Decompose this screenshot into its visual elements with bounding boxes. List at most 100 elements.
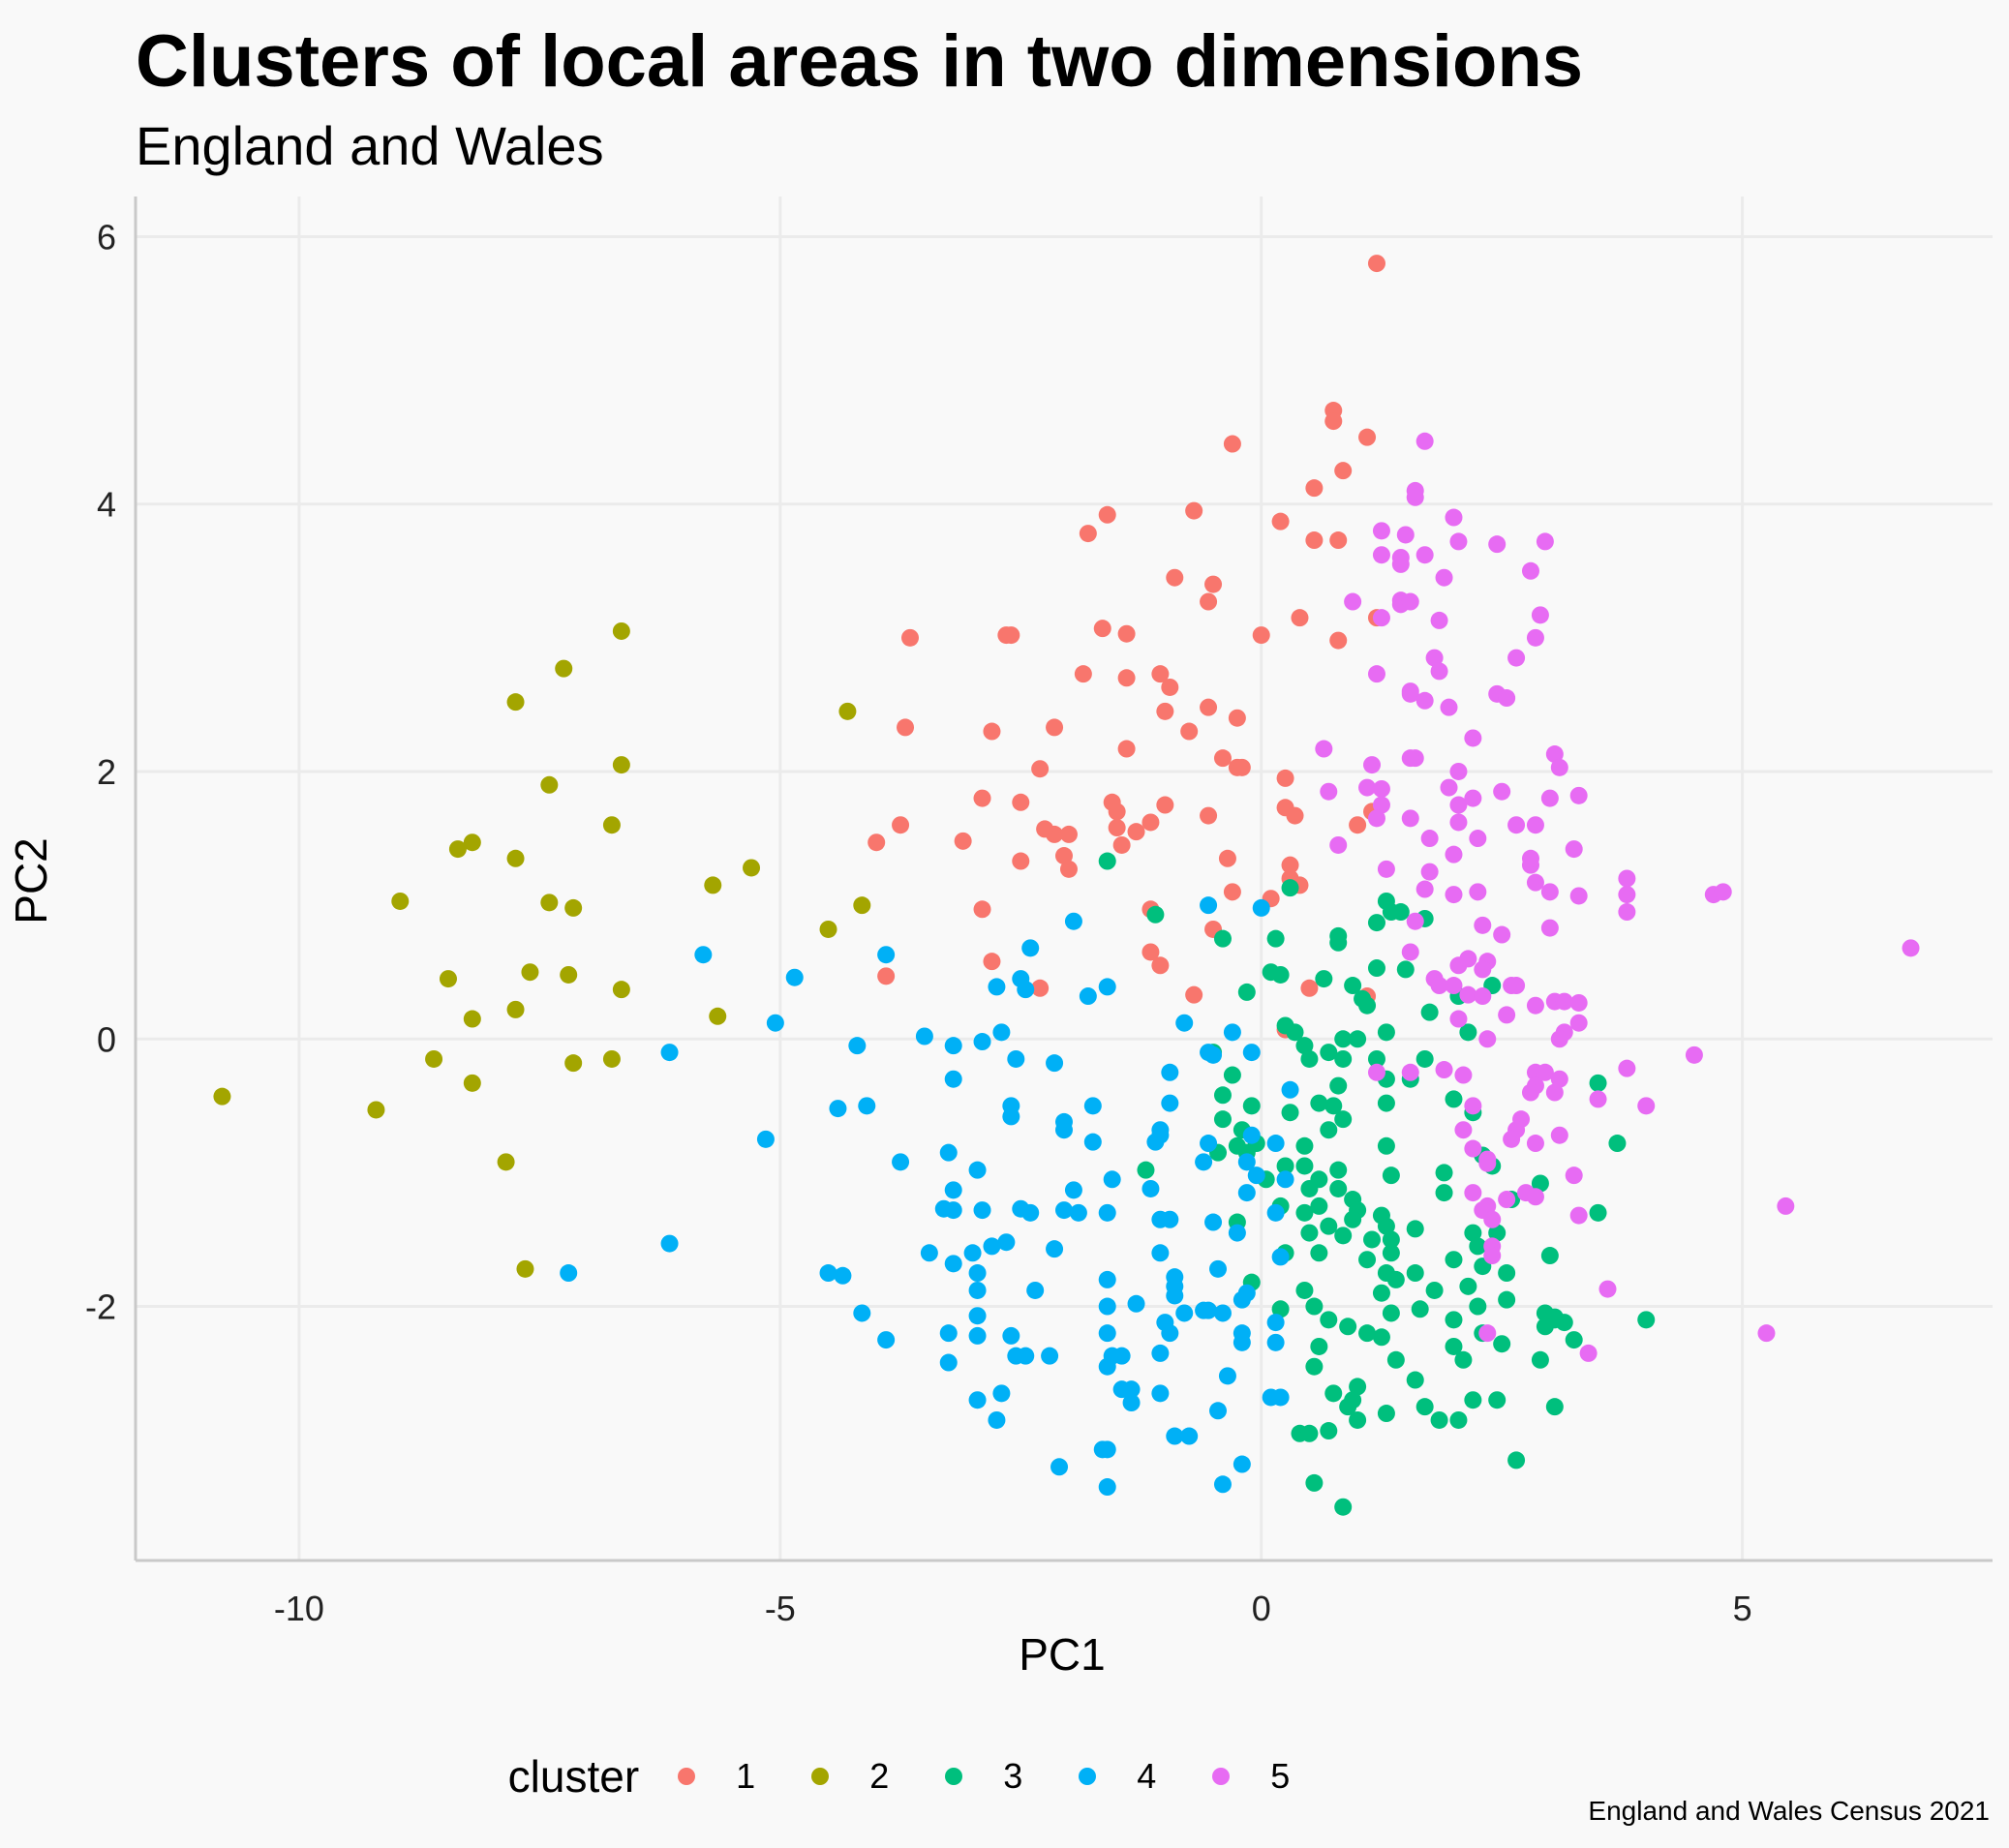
data-point — [1363, 756, 1382, 774]
data-point — [1435, 1184, 1453, 1202]
data-point — [1233, 758, 1251, 776]
data-point — [1401, 682, 1419, 701]
data-point — [1415, 1049, 1434, 1068]
data-point — [1777, 1197, 1795, 1215]
data-point — [1565, 840, 1583, 859]
data-point — [1026, 1281, 1045, 1299]
data-point — [1469, 830, 1487, 848]
legend-label: 5 — [1270, 1756, 1291, 1796]
data-point — [1007, 1049, 1025, 1068]
data-point — [1618, 886, 1636, 904]
data-point — [1271, 1300, 1290, 1318]
data-point — [506, 849, 525, 867]
data-point — [1406, 488, 1424, 506]
data-point — [1445, 845, 1463, 863]
data-point — [954, 832, 972, 850]
data-point — [1204, 575, 1223, 593]
data-point — [612, 621, 630, 640]
data-point — [1401, 943, 1419, 961]
data-point — [1266, 1333, 1285, 1351]
data-point — [1271, 1388, 1290, 1407]
data-point — [1420, 830, 1439, 848]
data-point — [1098, 1357, 1116, 1376]
data-point — [1493, 925, 1511, 944]
data-point — [1589, 1090, 1607, 1108]
data-point — [1344, 1210, 1362, 1228]
data-point — [1469, 883, 1487, 901]
legend-item-2: 2 — [811, 1756, 889, 1797]
data-point — [1295, 1157, 1314, 1175]
data-point — [1320, 1311, 1338, 1329]
data-point — [1223, 883, 1241, 901]
data-point — [1036, 820, 1054, 838]
data-point — [1059, 860, 1078, 878]
data-point — [1493, 1335, 1511, 1353]
data-point — [1237, 983, 1256, 1001]
data-point — [1531, 606, 1549, 624]
data-point — [1185, 985, 1203, 1004]
data-point — [1002, 1326, 1020, 1345]
data-point — [1430, 611, 1448, 629]
data-point — [1536, 1063, 1554, 1081]
data-point — [1228, 1224, 1246, 1242]
data-point — [1540, 1247, 1559, 1265]
data-point — [1200, 896, 1218, 915]
y-tick-label: 4 — [97, 485, 116, 525]
data-point — [1108, 819, 1126, 837]
data-point — [1526, 628, 1544, 647]
data-point — [1464, 1224, 1482, 1242]
data-point — [1329, 1161, 1348, 1179]
data-point — [612, 981, 630, 999]
data-point — [1213, 1110, 1232, 1129]
data-point — [1064, 1181, 1082, 1199]
data-point — [602, 1049, 621, 1068]
legend-swatch — [945, 1768, 963, 1785]
data-point — [1266, 1203, 1285, 1222]
data-point — [1445, 1337, 1463, 1355]
data-point — [1386, 1350, 1405, 1369]
data-point — [1382, 1244, 1400, 1262]
data-point — [968, 1281, 987, 1299]
data-point — [367, 1101, 385, 1119]
x-tick-label: -10 — [274, 1589, 324, 1628]
data-point — [1286, 1023, 1304, 1042]
data-point — [1377, 1094, 1395, 1112]
data-point — [1449, 813, 1468, 832]
data-point — [1218, 849, 1236, 867]
data-point — [1055, 1121, 1073, 1139]
data-point — [660, 1234, 679, 1253]
data-point — [1526, 816, 1544, 834]
data-point — [1367, 959, 1385, 978]
data-point — [1271, 965, 1290, 984]
data-point — [1156, 796, 1174, 814]
data-point — [1237, 1153, 1256, 1171]
data-point — [497, 1153, 515, 1171]
data-point — [1247, 1166, 1265, 1185]
data-point — [1305, 1297, 1324, 1316]
data-point — [448, 840, 467, 859]
data-point — [540, 775, 559, 794]
data-point — [1440, 778, 1458, 797]
data-point — [1141, 813, 1160, 832]
data-point — [1291, 609, 1309, 627]
data-point — [1589, 1074, 1607, 1092]
data-point — [660, 1044, 679, 1062]
data-point — [506, 693, 525, 712]
data-point — [1449, 1010, 1468, 1028]
data-point — [1271, 512, 1290, 530]
data-point — [1200, 1301, 1218, 1319]
legend-title: cluster — [507, 1751, 640, 1802]
data-point — [1180, 722, 1199, 741]
grid-lines — [136, 197, 1993, 1560]
data-point — [1445, 1311, 1463, 1329]
data-point — [1372, 609, 1390, 627]
data-point — [1108, 803, 1126, 821]
data-point — [1046, 1054, 1064, 1073]
data-point — [1200, 698, 1218, 716]
data-point — [1295, 1136, 1314, 1155]
data-point — [1565, 1331, 1583, 1349]
legend-item-4: 4 — [1079, 1756, 1156, 1797]
data-point — [819, 1264, 837, 1283]
data-point — [1324, 412, 1343, 431]
data-point — [1411, 1300, 1429, 1318]
